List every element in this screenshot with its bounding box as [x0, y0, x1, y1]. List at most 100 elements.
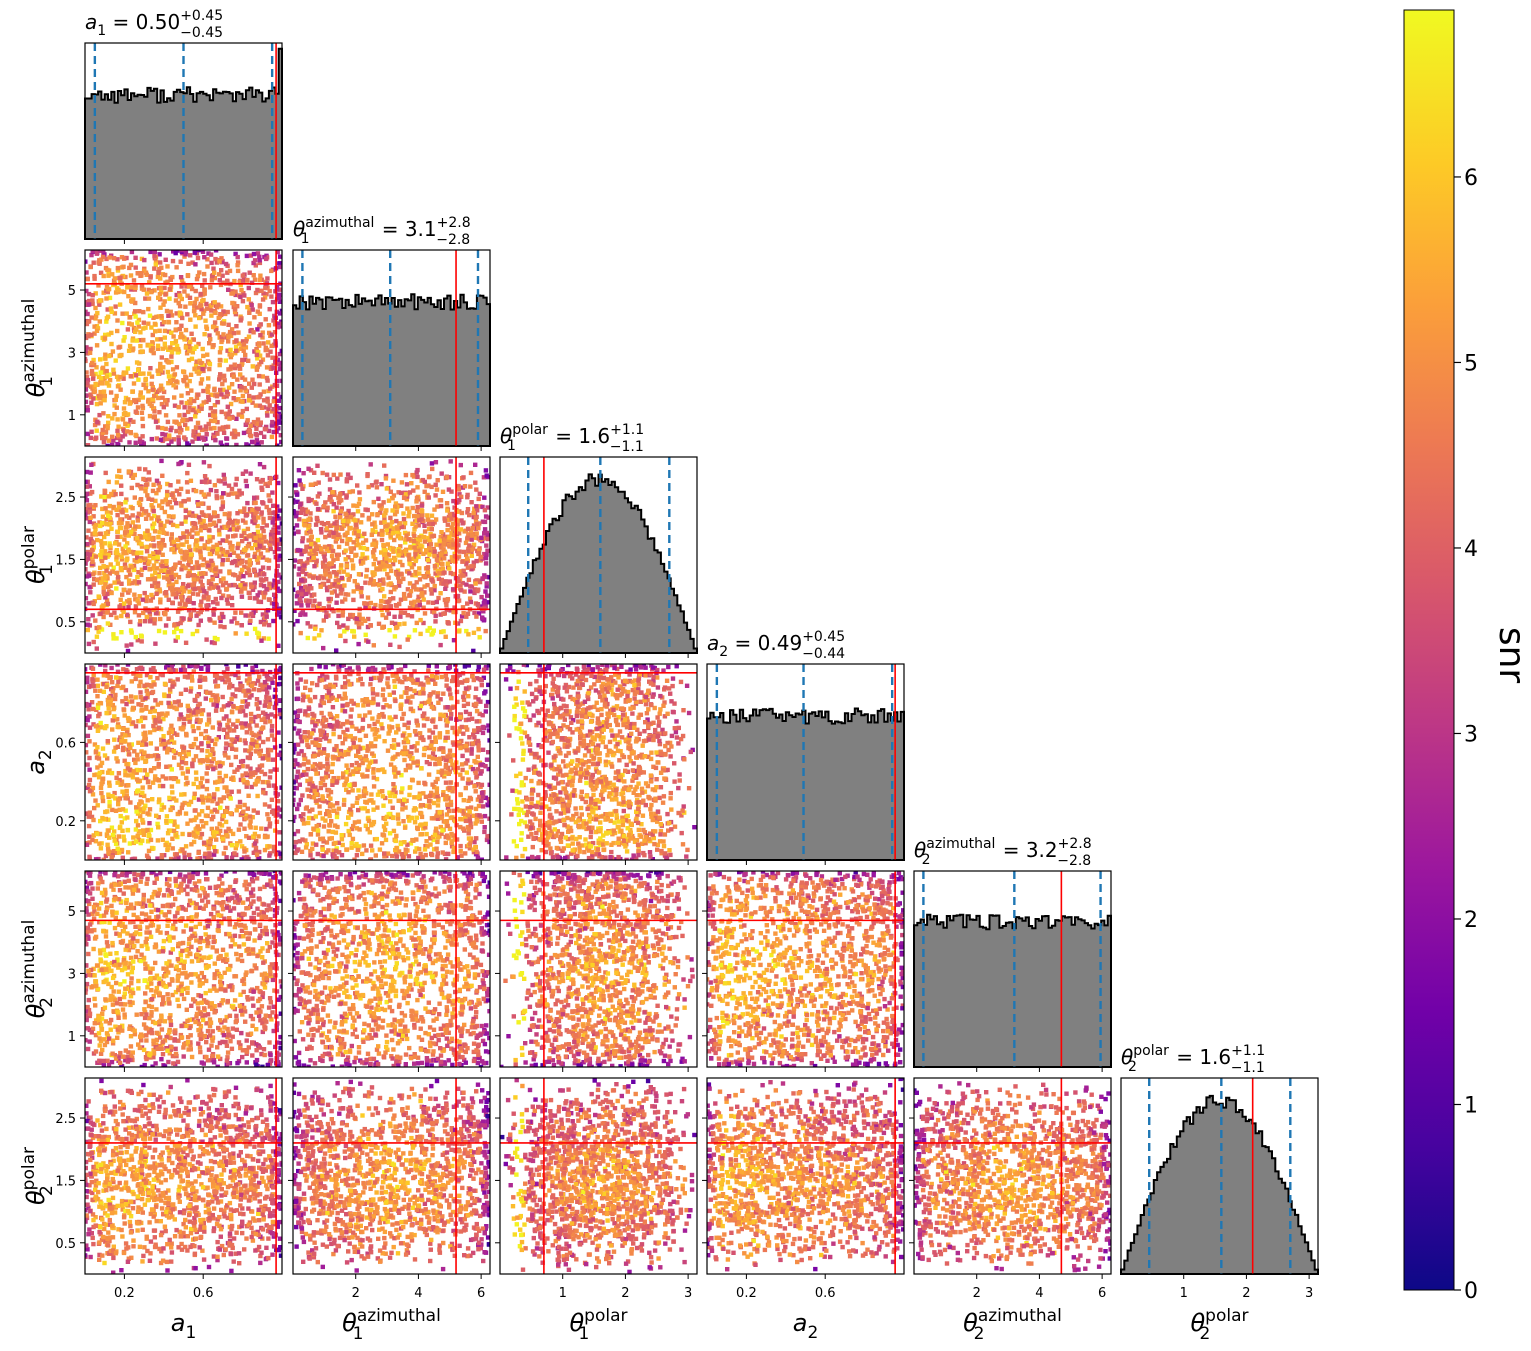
scatter-point [99, 381, 104, 386]
scatter-point [244, 678, 250, 683]
scatter-point [395, 571, 400, 577]
scatter-point [133, 283, 138, 288]
scatter-point [275, 537, 280, 543]
scatter-point [422, 479, 427, 485]
scatter-point [148, 768, 154, 774]
scatter-point [221, 309, 226, 314]
scatter-point [399, 571, 404, 576]
scatter-point [478, 537, 483, 543]
scatter-point [94, 435, 99, 440]
scatter-point [293, 608, 297, 613]
scatter-point [349, 558, 355, 563]
scatter-point [150, 526, 156, 531]
scatter-point [104, 374, 110, 379]
scatter-point [447, 512, 453, 517]
scatter-point [85, 370, 89, 375]
scatter-point [379, 532, 385, 537]
scatter-point [327, 523, 333, 528]
scatter-point [221, 851, 227, 856]
scatter-point [471, 630, 477, 635]
scatter-point [231, 559, 236, 565]
scatter-point [409, 481, 414, 486]
scatter-point [194, 543, 200, 548]
scatter-point [379, 598, 384, 604]
scatter-point [293, 531, 296, 536]
scatter-point [196, 392, 201, 397]
scatter-point [170, 274, 175, 280]
scatter-point [212, 425, 217, 431]
scatter-point [85, 387, 89, 392]
scatter-point [127, 440, 132, 445]
scatter-point [293, 564, 297, 569]
scatter-point [88, 590, 93, 595]
scatter-point [162, 630, 168, 635]
scatter-point [124, 558, 129, 563]
scatter-point [198, 303, 203, 309]
scatter-point [187, 616, 193, 622]
scatter-point [167, 287, 172, 292]
scatter-point [140, 423, 146, 429]
scatter-point [151, 315, 156, 320]
scatter-point [108, 622, 113, 627]
scatter-point [134, 360, 140, 365]
scatter-point [323, 572, 328, 577]
scatter-point [260, 330, 265, 335]
scatter-point [150, 706, 155, 711]
scatter-point [261, 555, 266, 560]
scatter-point [207, 479, 212, 484]
scatter-point [354, 620, 359, 625]
scatter-point [156, 481, 161, 486]
scatter-point [103, 549, 108, 554]
scatter-point [194, 296, 199, 302]
scatter-point [391, 478, 396, 483]
scatter-point [155, 583, 161, 588]
scatter-point [156, 815, 161, 820]
scatter-point [111, 438, 116, 443]
scatter-point [217, 518, 222, 524]
scatter-point [185, 391, 191, 396]
scatter-point [210, 549, 215, 555]
scatter-point [352, 634, 357, 639]
scatter-point [190, 511, 195, 516]
scatter-point [183, 327, 189, 333]
scatter-point [266, 783, 272, 788]
scatter-point [153, 498, 158, 504]
scatter-point [333, 529, 339, 534]
scatter-point [192, 304, 197, 309]
scatter-point [136, 324, 141, 329]
scatter-point [339, 585, 344, 590]
scatter-point [147, 559, 152, 564]
scatter-point [207, 851, 212, 856]
scatter-point [118, 387, 123, 392]
scatter-point [158, 522, 163, 527]
scatter-point [185, 470, 190, 476]
scatter-point [247, 695, 252, 700]
scatter-point [202, 287, 207, 292]
scatter-point [385, 530, 390, 536]
scatter-point [238, 571, 243, 576]
scatter-point [153, 259, 159, 265]
scatter-point [100, 769, 105, 775]
scatter-point [186, 497, 191, 502]
scatter-point [164, 665, 169, 670]
scatter-point [168, 345, 173, 350]
scatter-point [271, 618, 276, 624]
scatter-point [274, 378, 280, 384]
scatter-point [339, 575, 344, 581]
scatter-point [450, 545, 455, 550]
scatter-point [92, 273, 97, 279]
scatter-point [210, 535, 215, 540]
scatter-point [312, 592, 317, 597]
scatter-point [411, 513, 417, 519]
scatter-point [208, 406, 213, 411]
scatter-point [319, 547, 324, 552]
scatter-point [158, 616, 163, 622]
scatter-point [417, 603, 422, 608]
scatter-point [85, 393, 89, 398]
scatter-point [242, 583, 247, 588]
scatter-point [296, 572, 301, 577]
scatter-point [233, 365, 238, 371]
scatter-point [152, 580, 157, 586]
scatter-point [212, 409, 218, 414]
scatter-point [200, 292, 206, 297]
